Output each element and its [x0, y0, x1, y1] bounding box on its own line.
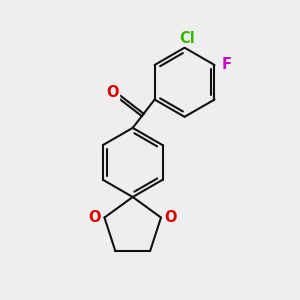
Text: O: O [164, 210, 177, 225]
Text: F: F [222, 58, 232, 73]
Text: Cl: Cl [179, 31, 194, 46]
Text: O: O [106, 85, 119, 100]
Text: O: O [88, 210, 101, 225]
